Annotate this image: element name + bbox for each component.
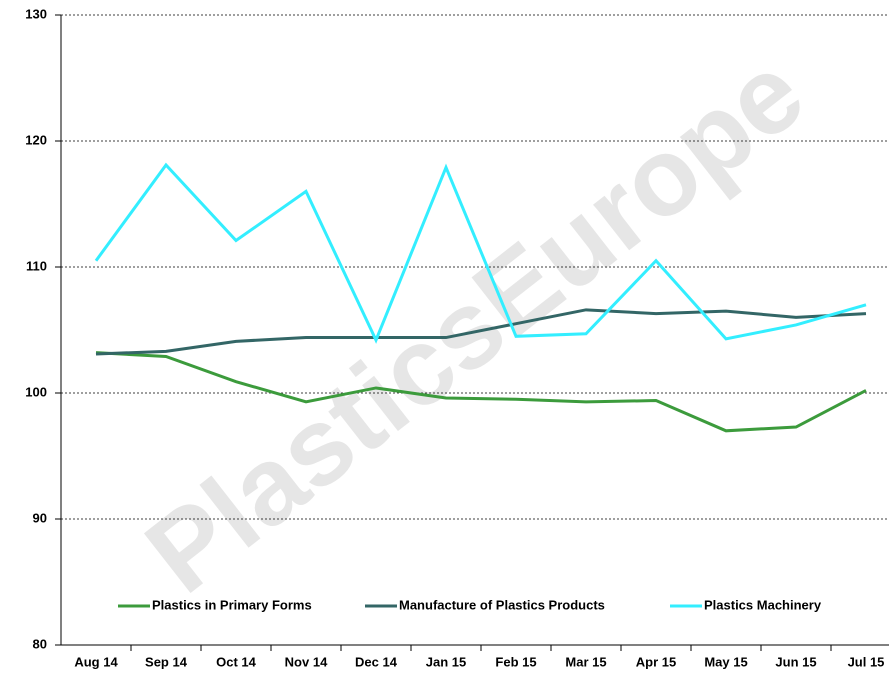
x-tick-label: Apr 15 bbox=[636, 654, 676, 669]
x-tick-label: Mar 15 bbox=[565, 654, 606, 669]
x-tick-label: Jul 15 bbox=[848, 654, 885, 669]
x-tick-label: Aug 14 bbox=[74, 654, 118, 669]
legend-label: Plastics Machinery bbox=[704, 597, 822, 612]
x-tick-label: Feb 15 bbox=[495, 654, 536, 669]
y-tick-label: 110 bbox=[26, 258, 47, 273]
y-tick-label: 130 bbox=[25, 6, 47, 21]
series-line bbox=[95, 308, 867, 356]
y-tick-label: 90 bbox=[33, 510, 47, 525]
x-tick-label: Dec 14 bbox=[355, 654, 398, 669]
legend-label: Manufacture of Plastics Products bbox=[399, 597, 605, 612]
series-line bbox=[94, 162, 867, 344]
watermark: PlasticsEurope bbox=[124, 30, 826, 616]
legend-label: Plastics in Primary Forms bbox=[152, 597, 312, 612]
x-tick-label: Jun 15 bbox=[775, 654, 816, 669]
series-line bbox=[95, 351, 867, 433]
x-tick-label: Nov 14 bbox=[285, 654, 328, 669]
y-tick-label: 80 bbox=[33, 636, 47, 651]
y-tick-label: 120 bbox=[25, 132, 47, 147]
x-tick-label: Oct 14 bbox=[216, 654, 257, 669]
x-tick-label: Sep 14 bbox=[145, 654, 188, 669]
x-tick-label: May 15 bbox=[704, 654, 747, 669]
y-tick-label: 100 bbox=[25, 384, 47, 399]
x-tick-label: Jan 15 bbox=[426, 654, 466, 669]
